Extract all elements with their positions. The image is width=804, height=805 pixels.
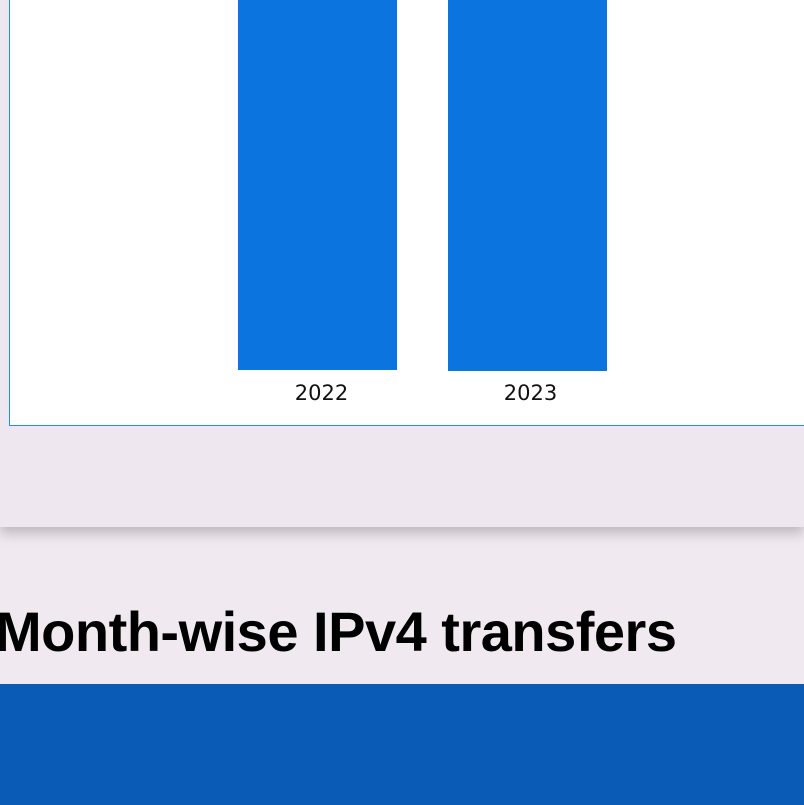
chart-panel [9, 0, 804, 426]
section-heading: Month-wise IPv4 transfers [0, 600, 677, 663]
x-tick-label: 2022 [294, 381, 349, 405]
x-tick-label: 2023 [503, 381, 558, 405]
bar [448, 0, 607, 371]
bar [238, 0, 397, 370]
chart-card: 2022 2023 [9, 0, 804, 426]
blue-band [0, 684, 804, 805]
